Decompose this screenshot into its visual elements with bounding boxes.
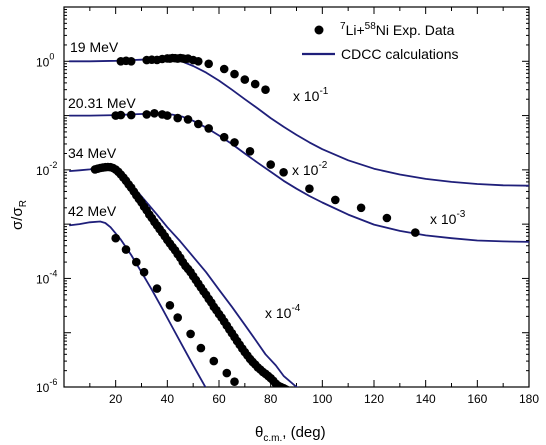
data-point	[173, 113, 182, 123]
x-tick-label: 160	[467, 392, 487, 406]
legend: 7Li+58Ni Exp. Data CDCC calculations	[302, 21, 458, 62]
x-tick-label: 40	[161, 392, 175, 406]
legend-sup-58: 58	[365, 21, 377, 32]
data-point	[165, 301, 175, 310]
energy-label: 34 MeV	[68, 145, 117, 161]
y-axis-title: σ/σR	[9, 200, 29, 230]
y-tick-label: 10-4	[36, 268, 57, 286]
data-point	[411, 228, 420, 237]
data-point	[266, 160, 276, 169]
scale-factor-label: x 10-1	[293, 86, 329, 104]
legend-sup-7: 7	[340, 21, 346, 32]
data-point	[186, 329, 195, 339]
data-point	[183, 115, 193, 124]
data-point	[279, 383, 288, 387]
data-point	[111, 233, 120, 243]
data-point	[196, 343, 206, 353]
data-point	[279, 168, 288, 177]
data-point	[152, 284, 162, 293]
data-point	[163, 111, 172, 120]
legend-ni: Ni Exp. Data	[376, 22, 455, 38]
data-point	[261, 85, 270, 94]
energy-label: 19 MeV	[70, 39, 119, 55]
scale-factor-label: x 10-2	[292, 160, 328, 178]
data-point	[219, 64, 229, 74]
scale-factor-label: x 10-3	[430, 209, 466, 227]
data-point	[382, 213, 392, 223]
data-point	[240, 75, 250, 84]
legend-li: Li+	[346, 22, 365, 38]
data-point	[282, 385, 290, 387]
x-tick-label: 60	[212, 392, 226, 406]
legend-entry-data: 7Li+58Ni Exp. Data	[340, 21, 455, 38]
energy-label: 42 MeV	[68, 203, 117, 219]
x-tick-label: 20	[109, 392, 123, 406]
labels-layer: 20 40 60 80 100 120 140 160 180 10-6 10-4 10-2 100 19…	[36, 39, 539, 406]
x-tick-label: 180	[519, 392, 539, 406]
data-point	[142, 110, 151, 119]
data-point	[116, 110, 126, 120]
data-point	[245, 147, 255, 156]
data-point	[230, 377, 239, 387]
data-point	[126, 57, 136, 66]
data-point	[219, 132, 229, 142]
x-tick-label: 140	[416, 392, 436, 406]
data-point	[194, 57, 203, 66]
x-tick-label: 100	[312, 392, 332, 406]
data-point	[132, 257, 141, 267]
data-point	[331, 195, 340, 205]
x-axis-title: θc.m., (deg)	[255, 424, 326, 444]
legend-entry-cdcc: CDCC calculations	[341, 46, 458, 62]
data-point	[126, 110, 136, 120]
data-point	[209, 356, 219, 366]
data-point	[230, 69, 239, 79]
data-point	[121, 245, 131, 254]
data-point	[173, 313, 182, 322]
cdcc-curve	[69, 220, 207, 387]
x-tick-label: 80	[264, 392, 278, 406]
y-tick-label: 10-6	[36, 377, 57, 395]
data-point	[139, 267, 149, 277]
scale-factor-label: x 10-4	[265, 303, 301, 321]
data-point	[204, 124, 213, 133]
data-point	[230, 138, 239, 147]
y-tick-label: 10-2	[36, 160, 57, 178]
points-layer	[90, 53, 420, 387]
x-tick-label: 120	[364, 392, 384, 406]
data-point	[204, 59, 213, 69]
data-point	[250, 79, 260, 89]
data-point	[356, 203, 366, 213]
data-point	[222, 368, 232, 378]
data-point	[150, 109, 159, 118]
y-tick-label: 100	[36, 51, 54, 69]
data-point	[194, 119, 203, 129]
legend-marker	[314, 25, 324, 35]
energy-label: 20.31 MeV	[68, 95, 136, 111]
data-point	[305, 184, 314, 193]
